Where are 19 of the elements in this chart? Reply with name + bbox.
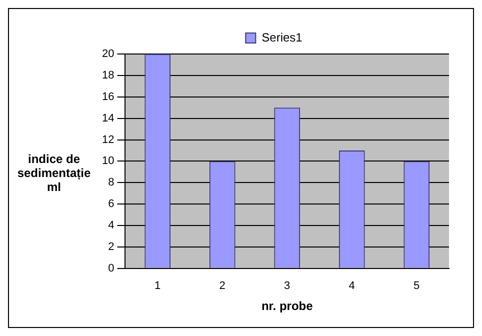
y-tick-label: 12 <box>102 134 114 146</box>
y-tick-label: 6 <box>108 198 114 210</box>
y-tick-label: 2 <box>108 240 114 253</box>
y-tick-label: 4 <box>108 220 114 232</box>
x-tick-label: 1 <box>154 280 161 292</box>
y-tick-label: 10 <box>102 155 114 168</box>
legend-label: Series1 <box>262 30 303 44</box>
y-tick-label: 18 <box>102 69 114 82</box>
y-tick-label: 8 <box>108 176 114 189</box>
x-tick-label: 5 <box>414 280 420 292</box>
y-axis-title: indice de sedimentație ml <box>16 151 92 194</box>
x-axis-title: nr. probe <box>261 299 314 314</box>
y-tick-label: 14 <box>102 112 114 124</box>
x-tick-label: 2 <box>219 280 226 292</box>
y-tick-label: 20 <box>102 48 114 60</box>
y-tick-label: 16 <box>102 90 114 103</box>
x-tick-label: 3 <box>284 280 290 292</box>
x-tick-label: 4 <box>348 280 355 292</box>
y-tick-label: 0 <box>108 262 114 274</box>
